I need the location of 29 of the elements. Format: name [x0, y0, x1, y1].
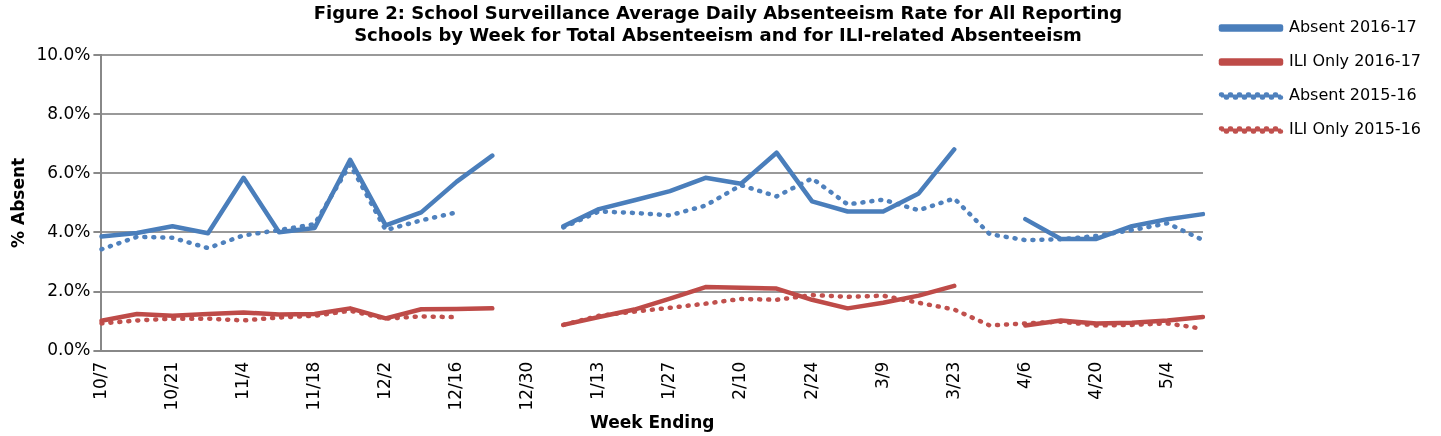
x-tick-label: 10/21: [160, 361, 181, 411]
chart-title: Figure 2: School Surveillance Average Daily Absenteeism Rate for All Reporting Schools by Week for Total Absenteeism and for ILI-related Absenteeism: [313, 2, 1123, 46]
y-tick-label: 0.0%: [47, 339, 91, 360]
x-tick-label: 2/24: [800, 361, 821, 400]
x-tick-label: 4/20: [1084, 361, 1105, 400]
x-axis-title: Week Ending: [589, 412, 715, 433]
x-tick-label: 3/9: [871, 361, 892, 389]
x-tick-label: 11/18: [303, 361, 324, 411]
y-tick-label: 6.0%: [47, 161, 91, 182]
y-tick-label: 8.0%: [47, 102, 91, 123]
x-tick-label: 2/10: [729, 361, 750, 400]
x-tick-label: 4/6: [1013, 361, 1034, 389]
legend-label: Absent 2016-17: [1288, 17, 1417, 37]
x-tick-label: 1/13: [587, 361, 608, 400]
x-tick-label: 5/4: [1155, 361, 1176, 389]
legend-label: ILI Only 2016-17: [1288, 51, 1422, 71]
y-tick-label: 10.0%: [36, 43, 91, 64]
x-tick-label: 1/27: [658, 361, 679, 400]
x-tick-label: 12/30: [516, 361, 537, 411]
y-tick-label: 2.0%: [47, 279, 91, 300]
x-tick-label: 10/7: [89, 361, 110, 400]
x-tick-label: 12/2: [374, 361, 395, 400]
x-tick-label: 12/16: [445, 361, 466, 411]
y-tick-label: 4.0%: [47, 220, 91, 241]
legend-label: ILI Only 2015-16: [1288, 119, 1422, 139]
x-tick-label: 11/4: [231, 361, 252, 400]
x-tick-label: 3/23: [942, 361, 963, 400]
y-axis-title: % Absent: [7, 157, 28, 248]
legend-label: Absent 2015-16: [1288, 85, 1417, 105]
